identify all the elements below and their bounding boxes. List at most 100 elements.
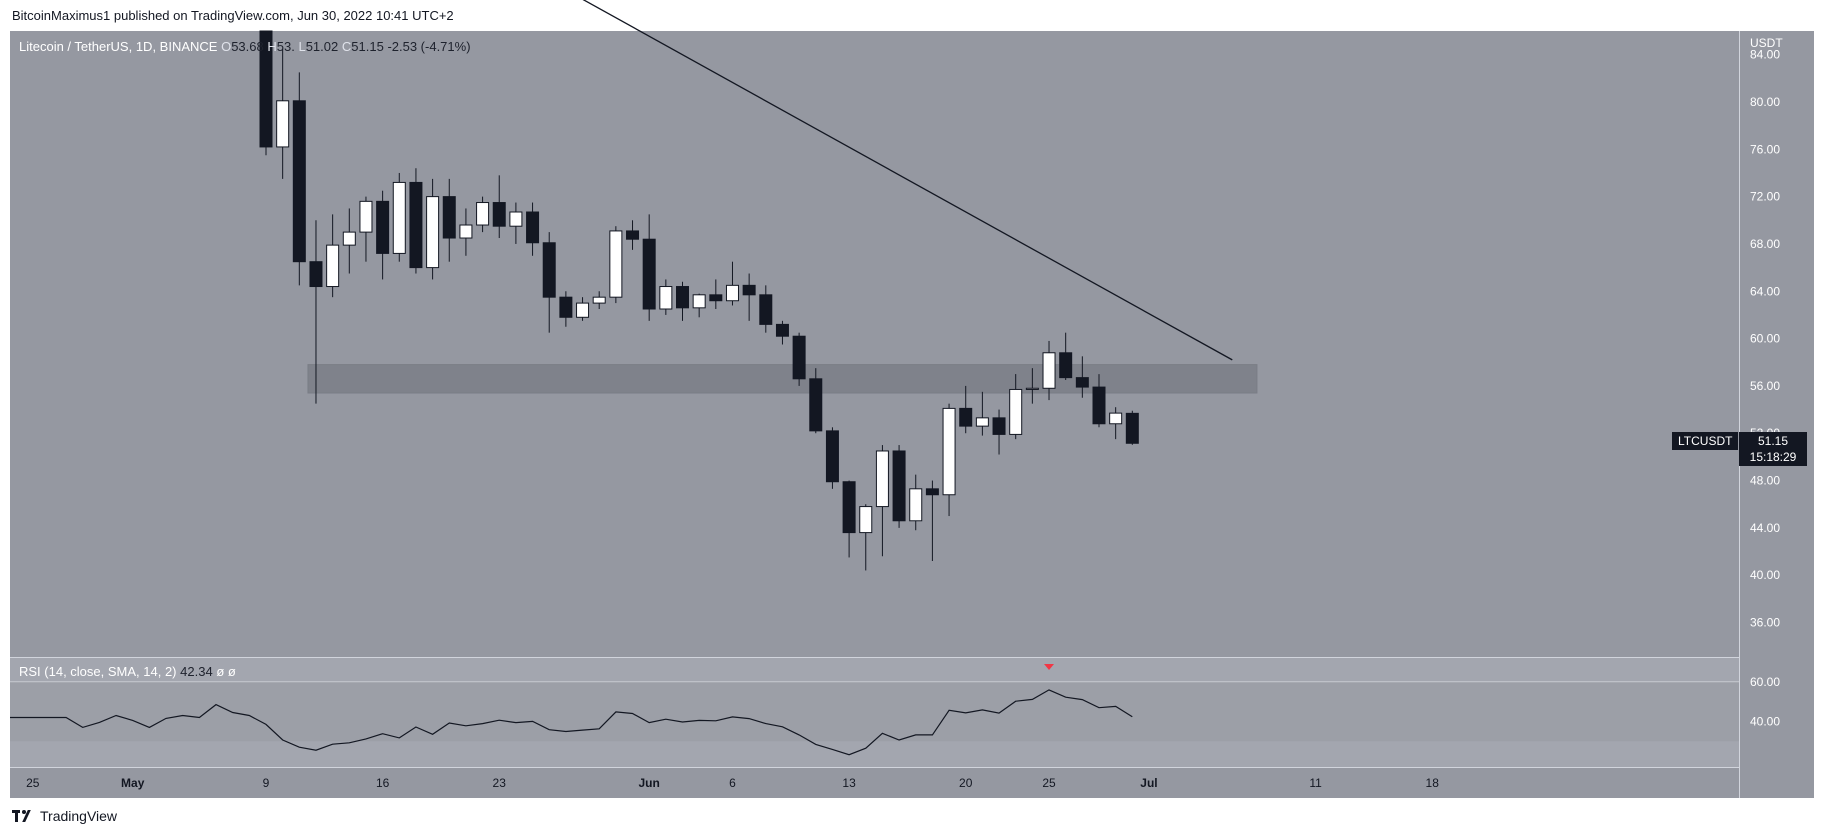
candle-body	[1075, 377, 1089, 388]
last-price-value: 51.15	[1757, 434, 1789, 448]
rsi-value: 42.34	[180, 664, 213, 679]
candle-body	[1125, 412, 1139, 444]
candle-body	[392, 181, 406, 254]
symbol-legend[interactable]: Litecoin / TetherUS, 1D, BINANCE O53.68 …	[19, 39, 471, 54]
footer-brand[interactable]: TradingView	[12, 808, 117, 824]
candle	[809, 368, 823, 434]
candle	[676, 281, 689, 321]
chart-canvas[interactable]: 84.00 80.00 76.00 72.00 68.00 64.00 60.00 56.00…	[0, 0, 1824, 800]
legend-close-label: C	[341, 39, 352, 54]
time-axis-label: 25	[26, 776, 40, 790]
candle-body	[426, 196, 440, 269]
rsi-na-2: ø	[227, 664, 236, 679]
legend-high-value: 53.	[276, 39, 295, 54]
candle-body	[975, 417, 989, 427]
legend-change: -2.53 (-4.71%)	[387, 39, 471, 54]
candle	[992, 409, 1006, 455]
candle-body	[942, 407, 956, 496]
candle-body	[1059, 352, 1073, 379]
candle-body	[892, 450, 906, 522]
candle	[792, 332, 806, 386]
last-price-symbol-label: LTCUSDT	[1672, 432, 1739, 450]
candle	[959, 385, 973, 434]
candle	[492, 175, 506, 239]
candle-body	[259, 30, 273, 148]
candle-body	[509, 211, 523, 227]
candle	[542, 232, 556, 333]
candle	[1092, 374, 1106, 428]
candle	[725, 261, 739, 306]
price-tick-label: 36.00	[1750, 616, 1780, 630]
candle-body	[342, 231, 356, 246]
time-axis-label: 18	[1426, 776, 1440, 790]
candle-body	[609, 230, 623, 298]
time-axis-label: 11	[1309, 776, 1322, 790]
candle-body	[909, 488, 923, 522]
rsi-na-1: ø	[216, 664, 225, 679]
footer-brand-name: TradingView	[40, 808, 118, 824]
candle	[626, 220, 640, 250]
legend-low-value: 51.02	[305, 39, 339, 54]
candle	[775, 320, 789, 345]
rsi-label: RSI (14, close, SMA, 14, 2)	[19, 664, 177, 679]
price-tick-label: 60.00	[1750, 332, 1780, 346]
price-tick-label: 80.00	[1750, 95, 1780, 109]
candle	[1075, 356, 1089, 398]
price-axis-ticks: 84.00 80.00 76.00 72.00 68.00 64.00 60.00 56.00…	[1750, 48, 1780, 630]
time-axis-label: 13	[842, 776, 856, 790]
resistance-zone	[307, 364, 1258, 394]
candle-body	[792, 335, 806, 380]
candle-body	[709, 294, 723, 302]
candle	[825, 427, 839, 489]
price-tick-label: 68.00	[1750, 237, 1780, 251]
price-tick-label: 44.00	[1750, 521, 1780, 535]
candle	[442, 178, 456, 262]
rsi-series	[10, 664, 1739, 756]
candle-body	[659, 286, 673, 310]
price-tick-label: 48.00	[1750, 474, 1780, 488]
publisher-line: BitcoinMaximus1 published on TradingView…	[12, 8, 454, 23]
candle	[526, 202, 540, 256]
candle-body	[292, 100, 306, 263]
candle	[359, 196, 373, 262]
price-tick-label: 64.00	[1750, 284, 1780, 298]
time-axis-label: 16	[376, 776, 390, 790]
candle	[292, 72, 306, 286]
price-axis-bg	[1739, 31, 1814, 798]
last-price-tag: 51.15 15:18:29	[1739, 432, 1807, 466]
time-axis-label: 6	[729, 776, 736, 790]
candle-body	[526, 211, 540, 244]
rsi-legend[interactable]: RSI (14, close, SMA, 14, 2) 42.34 ø ø	[19, 664, 236, 679]
rsi-divergence-marker	[1044, 664, 1055, 670]
candle-body	[576, 302, 590, 318]
candle	[392, 172, 406, 262]
candle	[459, 208, 473, 256]
candle-body	[676, 286, 689, 309]
zone-rect	[307, 364, 1258, 394]
time-axis-bg	[10, 767, 1739, 798]
candle-body	[326, 244, 340, 288]
rsi-tick-label: 60.00	[1750, 675, 1780, 689]
candle-body	[1092, 386, 1106, 425]
candle-body	[992, 417, 1006, 435]
candle	[609, 226, 623, 304]
candle	[709, 279, 723, 310]
legend-low-label: L	[298, 39, 306, 54]
candle-body	[276, 100, 290, 148]
candle-body	[925, 488, 939, 496]
descending-trendline	[582, 0, 1233, 361]
price-tick-label: 56.00	[1750, 379, 1780, 393]
candle-body	[559, 296, 573, 318]
price-tick-label: 72.00	[1750, 190, 1780, 204]
candle	[259, 30, 273, 156]
candle-body	[359, 200, 373, 233]
legend-open-label: O	[221, 39, 232, 54]
candle	[1125, 410, 1139, 445]
price-tick-label: 84.00	[1750, 48, 1780, 62]
candle-body	[842, 481, 856, 534]
candle	[476, 196, 490, 233]
time-axis-label: Jun	[639, 776, 660, 790]
candle-body	[309, 261, 323, 288]
candle-body	[376, 200, 390, 254]
tradingview-logo-icon	[12, 810, 34, 822]
